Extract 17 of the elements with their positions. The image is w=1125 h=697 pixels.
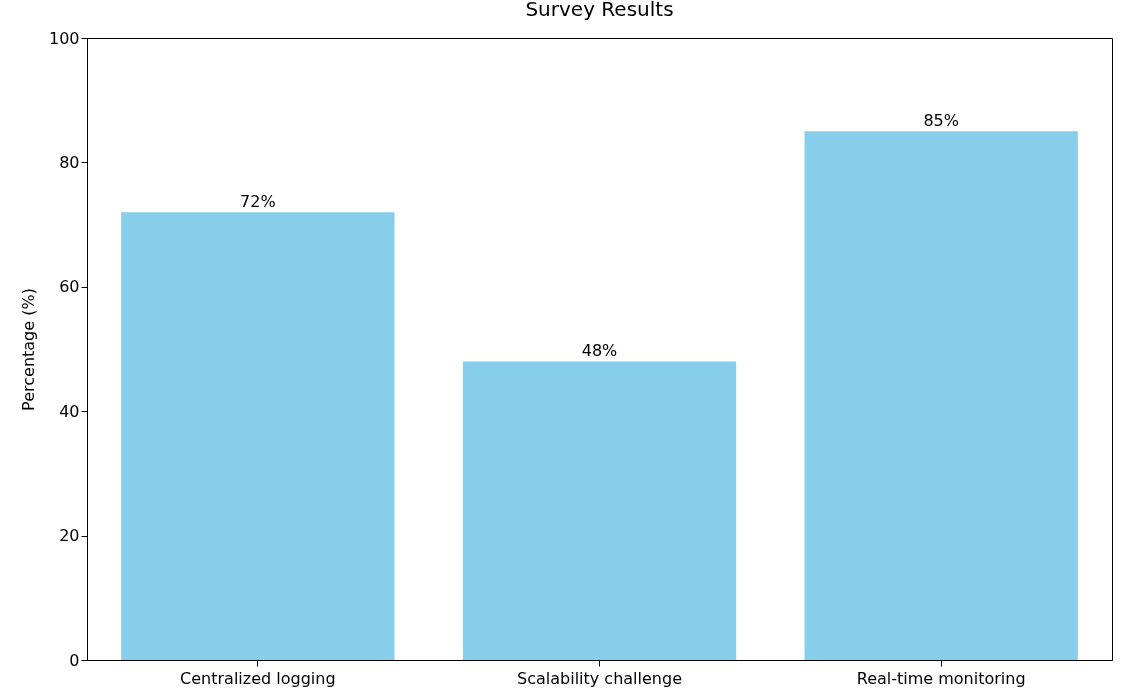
chart-title: Survey Results bbox=[525, 0, 674, 21]
y-tick-label: 40 bbox=[59, 401, 80, 421]
bar bbox=[121, 212, 395, 660]
y-tick-label: 20 bbox=[59, 526, 80, 546]
x-tick-label: Real-time monitoring bbox=[856, 668, 1026, 688]
data-label: 85% bbox=[923, 111, 959, 131]
y-tick-label: 80 bbox=[59, 152, 80, 172]
x-tick-label: Centralized logging bbox=[180, 668, 336, 688]
y-axis-title: Percentage (%) bbox=[18, 288, 38, 411]
data-label: 72% bbox=[240, 192, 276, 212]
data-label: 48% bbox=[581, 341, 618, 361]
y-tick-label: 100 bbox=[48, 28, 80, 48]
y-tick-label: 60 bbox=[59, 277, 80, 297]
x-tick-label: Scalability challenge bbox=[517, 668, 682, 688]
bar bbox=[804, 131, 1078, 660]
y-tick-label: 0 bbox=[69, 650, 80, 670]
bar bbox=[462, 361, 737, 660]
